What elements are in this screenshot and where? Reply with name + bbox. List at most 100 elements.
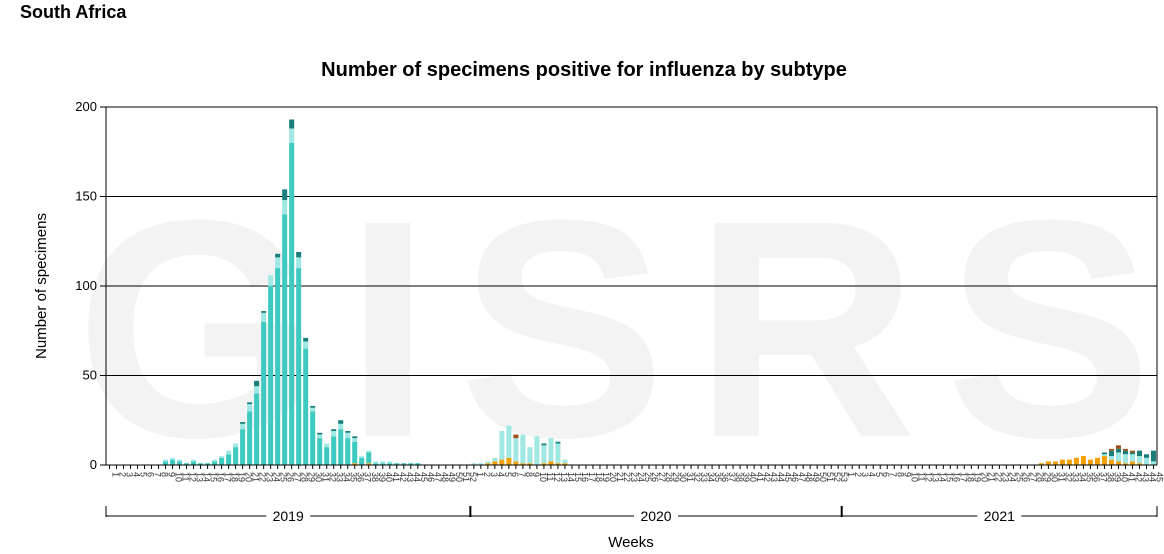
week-label: 17 (958, 472, 968, 482)
bar-b-yamagata-144 (1115, 445, 1121, 449)
bar-a-h3--23 (268, 286, 274, 465)
bar-a-h1n1-pdm09-136 (1059, 459, 1065, 465)
bar-a-h3--26 (289, 142, 295, 466)
week-label: 32 (1063, 472, 1073, 482)
bar-a-not-subtyped-15 (212, 459, 218, 462)
bar-a-h3--14 (205, 463, 211, 465)
bar-b-victoria-19 (240, 422, 246, 424)
bar-a-not-subtyped-21 (254, 386, 260, 394)
bar-b-victoria-25 (282, 189, 288, 201)
week-label: 24 (1007, 472, 1017, 482)
bar-a-h3--25 (282, 214, 288, 465)
week-label: 38 (370, 472, 380, 482)
week-label: 40 (748, 472, 758, 482)
bar-b-victoria-27 (296, 251, 302, 258)
bar-a-h3--32 (331, 436, 337, 465)
week-label: 12 (188, 472, 198, 482)
bar-b-victoria-145 (1122, 450, 1128, 455)
week-label: 39 (1112, 472, 1122, 482)
bar-a-h3--11 (184, 463, 190, 465)
bar-a-not-subtyped-37 (366, 450, 372, 453)
ytick-label-100: 100 (75, 278, 97, 293)
bar-b-victoria-32 (331, 429, 337, 431)
week-label: 26 (1021, 472, 1031, 482)
ytick-label-150: 150 (75, 189, 97, 204)
bar-a-not-subtyped-61 (534, 436, 540, 465)
bar-b-victoria-143 (1108, 450, 1114, 457)
week-label: 29 (307, 472, 317, 482)
bar-a-h3--35 (352, 441, 358, 464)
week-label: 13 (559, 472, 569, 482)
week-tick-labels: 1234567891011121314151617181920212223242… (106, 464, 1164, 482)
week-label: 3 (125, 472, 135, 477)
year-axis: 2019 2020 2021 (105, 506, 1158, 524)
week-label: 27 (293, 472, 303, 482)
bar-a-not-subtyped-36 (359, 456, 365, 458)
week-label: 44 (776, 472, 786, 482)
week-label: 25 (279, 472, 289, 482)
week-label: 13 (930, 472, 940, 482)
bar-a-not-subtyped-54 (485, 461, 491, 464)
gisrs-watermark: GISRS (76, 155, 1153, 502)
bar-a-not-subtyped-25 (282, 200, 288, 215)
week-label: 9 (902, 472, 912, 477)
week-label: 31 (1056, 472, 1066, 482)
week-label: 37 (727, 472, 737, 482)
week-label: 12 (552, 472, 562, 482)
week-label: 7 (888, 472, 898, 477)
week-label: 37 (1098, 472, 1108, 482)
bar-a-not-subtyped-26 (289, 128, 295, 143)
bar-a-not-subtyped-52 (471, 463, 477, 465)
week-label: 45 (783, 472, 793, 482)
bar-a-h1n1-pdm09-141 (1094, 457, 1100, 465)
week-label: 14 (937, 472, 947, 482)
bar-b-victoria-21 (254, 380, 260, 387)
week-label: 8 (160, 472, 170, 477)
week-label: 31 (321, 472, 331, 482)
bar-a-h3--29 (310, 411, 316, 465)
week-label: 48 (440, 472, 450, 482)
week-label: 12 (923, 472, 933, 482)
bar-a-not-subtyped-53 (478, 463, 484, 465)
bar-a-h3--34 (345, 438, 351, 465)
bar-a-h3--9 (170, 459, 176, 465)
week-label: 23 (265, 472, 275, 482)
week-label: 16 (216, 472, 226, 482)
bar-a-not-subtyped-8 (163, 459, 169, 462)
week-label: 15 (573, 472, 583, 482)
week-label: 10 (909, 472, 919, 482)
week-label: 49 (811, 472, 821, 482)
country-title: South Africa (20, 2, 127, 22)
week-label: 52 (832, 472, 842, 482)
bar-a-not-subtyped-64 (555, 443, 561, 464)
bar-a-h1n1-pdm09-144 (1115, 461, 1121, 465)
bar-a-h1n1-pdm09-142 (1101, 456, 1107, 465)
week-label: 39 (741, 472, 751, 482)
week-label: 45 (1155, 472, 1164, 482)
week-label: 19 (601, 472, 611, 482)
week-label: 38 (1105, 472, 1115, 482)
week-label: 32 (692, 472, 702, 482)
week-label: 43 (769, 472, 779, 482)
bar-a-not-subtyped-147 (1136, 456, 1142, 464)
week-label: 17 (223, 472, 233, 482)
bar-a-h3--43 (408, 463, 414, 465)
bar-b-victoria-33 (338, 420, 344, 424)
week-label: 6 (146, 472, 156, 477)
week-label: 19 (237, 472, 247, 482)
week-label: 26 (286, 472, 296, 482)
week-label: 26 (650, 472, 660, 482)
bar-a-not-subtyped-34 (345, 432, 351, 439)
bar-a-not-subtyped-62 (541, 445, 547, 464)
week-label: 36 (356, 472, 366, 482)
week-label: 5 (874, 472, 884, 477)
bar-a-h1n1-pdm09-37 (366, 463, 372, 465)
bar-a-h1n1-pdm09-133 (1038, 463, 1044, 465)
week-label: 42 (1133, 472, 1143, 482)
week-label: 34 (1077, 472, 1087, 482)
week-label: 24 (272, 472, 282, 482)
week-label: 6 (881, 472, 891, 477)
week-label: 9 (531, 472, 541, 477)
week-label: 51 (461, 472, 471, 482)
bar-a-h3--20 (247, 411, 253, 465)
